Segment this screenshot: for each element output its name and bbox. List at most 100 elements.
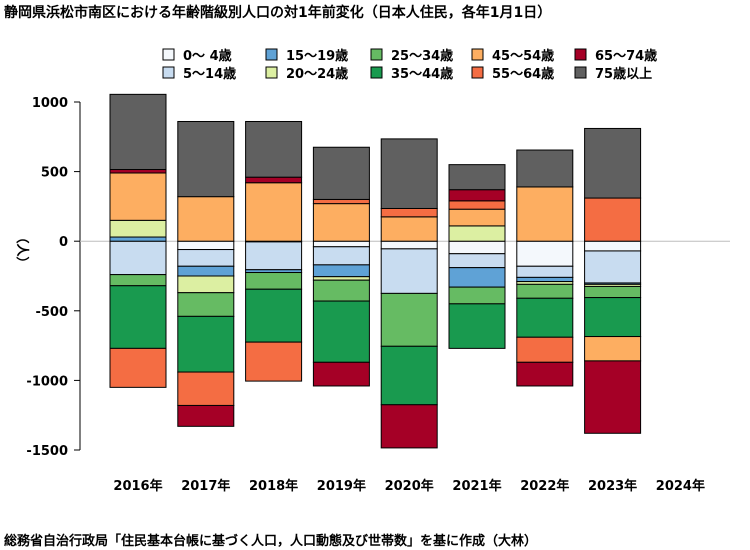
bar-segment [448, 267, 506, 288]
bar-segment [516, 283, 574, 299]
bar-segment [177, 240, 235, 251]
bar-segment [584, 250, 642, 284]
bar-segment [516, 265, 574, 278]
bar-segment [584, 360, 642, 434]
x-tick-label: 2022年 [520, 478, 569, 494]
legend-swatch [471, 66, 484, 79]
bar-segment [448, 303, 506, 349]
bar-segment [448, 200, 506, 210]
y-tick-label: 0 [59, 235, 68, 250]
x-tick-label: 2017年 [181, 478, 230, 494]
bar-segment [312, 279, 370, 302]
legend-swatch [265, 48, 278, 61]
bar-segment [312, 276, 370, 281]
bar-segment [177, 196, 235, 242]
legend-swatch [162, 48, 175, 61]
bar-segment [380, 138, 438, 209]
chart-title: 静岡県浜松市南区における年齢階級別人口の対1年前変化（日本人住民，各年1月1日） [4, 5, 552, 21]
legend-label: 15～19歳 [286, 48, 348, 64]
legend-swatch [370, 48, 383, 61]
bar-segment [245, 241, 303, 271]
legend-label: 35～44歳 [391, 66, 453, 82]
bar-segment [312, 246, 370, 266]
legend-label: 65～74歳 [595, 48, 657, 64]
legend: 0～ 4歳 5～14歳 15～19歳 20～24歳 25～34歳 35～44歳 45～54歳… [162, 48, 657, 82]
x-tick-label: 2019年 [317, 478, 366, 494]
bar-segment [245, 272, 303, 290]
legend-label: 55～64歳 [492, 66, 554, 82]
bar-segment [516, 240, 574, 267]
y-tick-label: -1000 [26, 374, 68, 389]
bar-segment [380, 404, 438, 449]
bar-segment [380, 240, 438, 250]
y-tick-label: 500 [41, 166, 68, 181]
bar-segment [516, 276, 574, 283]
bar-segment [448, 253, 506, 269]
bar-segment [177, 292, 235, 317]
bar-segment [109, 93, 167, 171]
bar-segment [584, 127, 642, 199]
bars [109, 93, 642, 449]
legend-label: 75歳以上 [595, 66, 652, 82]
bar-segment [109, 285, 167, 349]
legend-label: 5～14歳 [183, 66, 236, 82]
bar-segment [516, 186, 574, 242]
bar-segment [312, 300, 370, 363]
bar-segment [516, 297, 574, 338]
legend-swatch [574, 48, 587, 61]
bar-segment [245, 120, 303, 178]
bar-segment [109, 172, 167, 221]
x-tick-label: 2020年 [385, 478, 434, 494]
bar-segment [516, 361, 574, 387]
bar-segment [312, 264, 370, 278]
bar-segment [109, 240, 167, 276]
legend-swatch [370, 66, 383, 79]
source-note: 総務省自治行政局「住民基本台帳に基づく人口，人口動態及び世帯数」を基に作成（大林… [4, 534, 538, 549]
y-tick-label: -1500 [26, 444, 68, 459]
x-tick-label: 2016年 [113, 478, 162, 494]
bar-segment [109, 219, 167, 238]
y-tick-label: 1000 [32, 96, 68, 111]
bar-segment [584, 336, 642, 362]
bar-segment [245, 341, 303, 382]
x-tick-label: 2018年 [249, 478, 298, 494]
bar-segment [584, 240, 642, 252]
bar-segment [448, 164, 506, 191]
bar-segment [177, 275, 235, 294]
x-tick-label: 2024年 [656, 478, 705, 494]
x-tick-label: 2021年 [452, 478, 501, 494]
legend-label: 20～24歳 [286, 66, 348, 82]
bar-segment [380, 248, 438, 294]
bar-segment [312, 240, 370, 248]
legend-label: 45～54歳 [492, 48, 554, 64]
bar-segment [584, 285, 642, 299]
bar-segment [380, 216, 438, 242]
legend-swatch [265, 66, 278, 79]
bar-segment [245, 288, 303, 343]
bar-segment [584, 197, 642, 242]
bar-segment [177, 404, 235, 427]
x-axis: 2016年 2017年 2018年 2019年 2020年 2021年 2022年 2023年… [113, 478, 705, 494]
legend-label: 25～34歳 [391, 48, 453, 64]
bar-segment [245, 176, 303, 184]
bar-segment [312, 146, 370, 200]
bar-segment [177, 120, 235, 198]
bar-segment [448, 286, 506, 305]
x-tick-label: 2023年 [588, 478, 637, 494]
bar-segment [312, 203, 370, 242]
bar-segment [177, 371, 235, 406]
legend-swatch [574, 66, 587, 79]
bar-segment [312, 198, 370, 205]
bar-segment [448, 208, 506, 227]
legend-swatch [471, 48, 484, 61]
bar-segment [380, 207, 438, 218]
y-axis-label: （人） [14, 230, 30, 269]
bar-segment [448, 225, 506, 242]
legend-swatch [162, 66, 175, 79]
bar-segment [109, 347, 167, 388]
bar-segment [516, 149, 574, 188]
bar-segment [245, 182, 303, 242]
bar-segment [380, 345, 438, 406]
bar-segment [312, 361, 370, 387]
